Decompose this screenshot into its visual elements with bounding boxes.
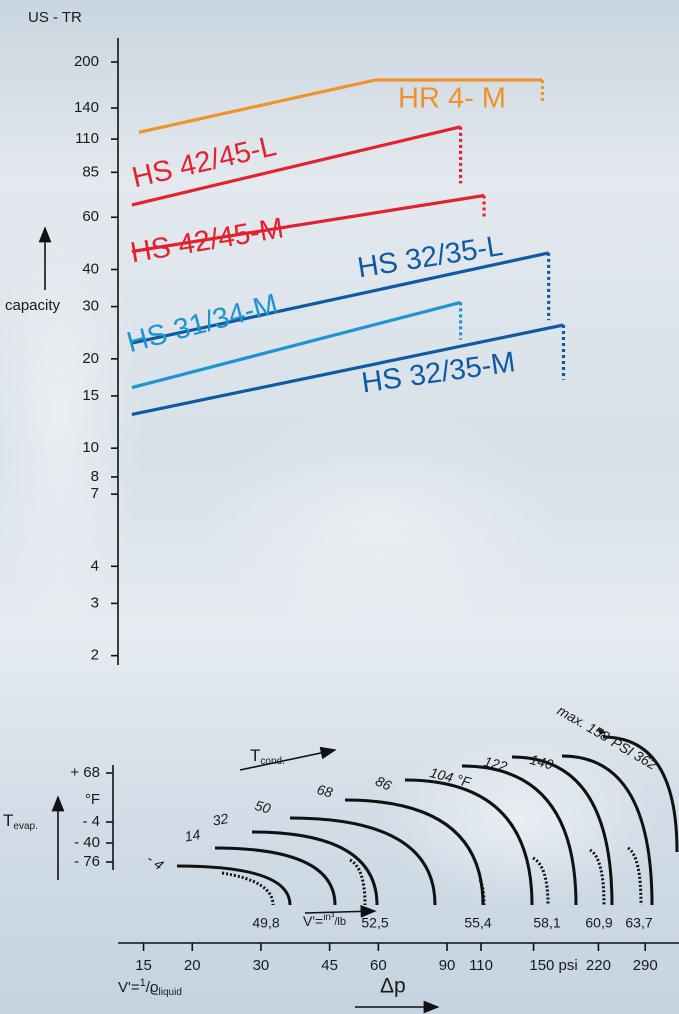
series-line <box>138 78 543 134</box>
y-tick-label: 140 <box>74 99 99 116</box>
x-sublabel-part: 1 <box>140 977 146 989</box>
x-tick-label: 90 <box>439 957 456 974</box>
t-evap-tick-label: - 40 <box>74 834 100 851</box>
y-axis-title: US - TR <box>28 9 82 26</box>
x-tick-label: 15 <box>135 957 152 974</box>
psi-arrow <box>598 728 606 735</box>
y-tick-label: 4 <box>91 557 99 574</box>
series-line <box>131 125 461 207</box>
v-value: 55,4 <box>464 915 491 931</box>
x-tick-label: 150 psi <box>529 957 577 974</box>
condensing-curve <box>289 816 437 906</box>
y-tick-label: 200 <box>74 53 99 70</box>
t-cond-arrow <box>239 746 337 771</box>
v-arrow <box>304 905 377 918</box>
condensing-label: 68 <box>315 781 334 801</box>
v-unit: V'=in³/lb <box>303 912 346 929</box>
condensing-label: 86 <box>373 773 394 794</box>
psi-max-label: PSI 362 <box>609 734 660 773</box>
t-evap-tick-label: °F <box>85 791 100 808</box>
v-unit-part: /lb <box>334 916 346 928</box>
v-curve <box>221 871 275 906</box>
t-evap-tick-label: - 76 <box>74 853 100 870</box>
t-evap-tick-label: - 4 <box>82 813 100 830</box>
y-tick-label: 2 <box>91 647 99 664</box>
x-tick-label: 110 <box>469 957 493 974</box>
v-unit-part: V'= <box>303 913 323 929</box>
v-unit-part: in³ <box>323 912 335 923</box>
x-sublabel-part: V'= <box>118 979 140 996</box>
x-sublabel-part: /ϱ <box>146 979 159 996</box>
v-value: 63,7 <box>625 915 652 931</box>
x-label: Δp <box>380 975 406 998</box>
y-tick-label: 8 <box>91 468 99 485</box>
series-label: HS 42/45-L <box>129 130 279 194</box>
y-tick-label: 20 <box>82 350 99 367</box>
x-tick-label: 20 <box>184 957 201 974</box>
series-line <box>131 193 485 254</box>
x-tick-label: 45 <box>321 957 338 974</box>
t-cond-symbol: T <box>250 746 260 765</box>
condensing-curve <box>602 735 679 853</box>
series-label: HS 32/35-M <box>360 346 518 399</box>
y-tick-label: 40 <box>82 260 99 277</box>
condensing-curve <box>214 846 337 906</box>
t-evap-symbol: T <box>3 811 13 830</box>
v-value: 58,1 <box>533 915 560 931</box>
t-cond-sub: cond. <box>260 756 284 767</box>
x-tick-label: 290 <box>633 957 658 974</box>
x-tick-label: 220 <box>586 957 611 974</box>
condensing-curve <box>461 764 578 906</box>
t-evap-sub: evap. <box>13 821 37 832</box>
x-tick-label: 30 <box>253 957 270 974</box>
y-tick-label: 3 <box>91 594 99 611</box>
v-curve <box>532 856 550 906</box>
x-tick-label: 60 <box>370 957 387 974</box>
y-tick-label: 15 <box>82 387 99 404</box>
y-tick-label: 7 <box>91 485 99 502</box>
condensing-curve <box>404 778 534 906</box>
v-curve <box>627 846 643 906</box>
y-tick-label: 10 <box>82 439 99 456</box>
t-cond-label: Tcond. <box>250 746 285 766</box>
v-curve <box>478 879 486 906</box>
condensing-curve <box>561 754 654 906</box>
condensing-curve <box>176 864 292 906</box>
series-label: HS 42/45-M <box>128 212 286 269</box>
condensing-label: 50 <box>253 797 272 817</box>
series-line <box>131 300 462 390</box>
condensing-label: 140 <box>528 751 555 773</box>
t-evap-label: Tevap. <box>3 811 38 831</box>
y-label: capacity <box>5 297 61 314</box>
series-line <box>131 323 564 416</box>
v-value: 52,5 <box>361 915 388 931</box>
t-evap-tick-label: + 68 <box>70 764 100 781</box>
v-value: 60,9 <box>585 915 612 931</box>
v-curve <box>349 858 367 906</box>
series-label: HS 32/35-L <box>355 230 505 285</box>
x-sublabel: V'=1/ϱliquid <box>118 977 182 998</box>
y-tick-label: 110 <box>75 130 99 147</box>
y-tick-label: 30 <box>82 298 99 315</box>
condensing-label: 32 <box>211 810 229 828</box>
condensing-label: 122 <box>482 753 509 775</box>
y-tick-label: 85 <box>82 163 99 180</box>
condensing-label: max. 158 <box>555 702 613 745</box>
series-label: HS 31/34-M <box>124 288 282 359</box>
v-value: 49,8 <box>252 915 279 931</box>
v-curve <box>589 848 606 906</box>
y-tick-label: 60 <box>82 208 99 225</box>
series-line <box>131 251 550 345</box>
condensing-curve <box>251 830 379 906</box>
series-label: HR 4- M <box>398 83 506 115</box>
condensing-label: 14 <box>183 826 201 844</box>
x-sublabel-part: liquid <box>159 987 182 998</box>
condensing-label: - 4 <box>144 850 167 873</box>
condensing-curve <box>511 755 614 906</box>
